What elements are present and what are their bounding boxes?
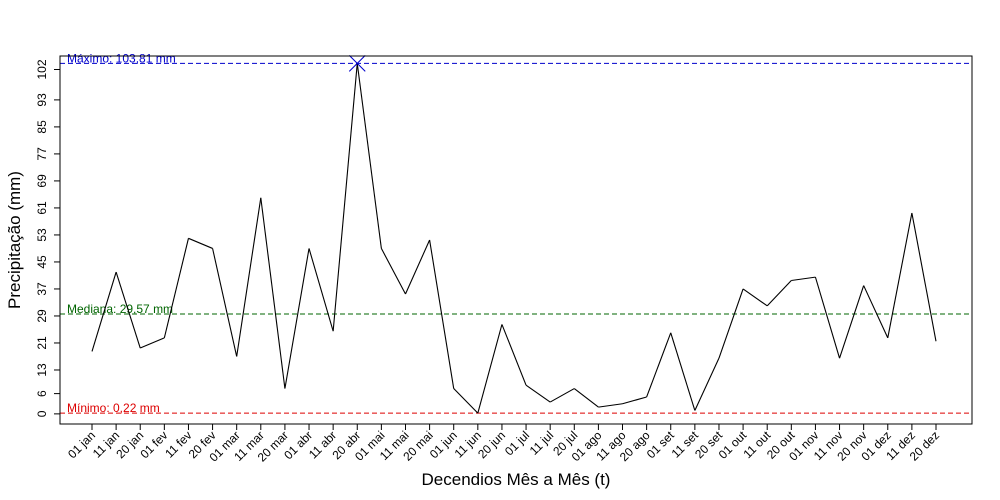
plot-area-frame [59,55,973,425]
series-segment-24 [646,332,672,398]
series-segment-32 [839,285,865,359]
max-point-marker [348,55,366,72]
y-tick-label: 77 [35,147,49,161]
series-segment-1 [91,271,117,352]
x-tick-label: 20 jun [475,428,508,461]
series-segment-2 [115,271,141,349]
y-tick-label: 6 [35,390,49,397]
series-segment-35 [911,212,937,342]
x-tick-label: 01 fev [137,428,170,461]
reference-label-max: Máximo: 103,81 mm [67,51,176,65]
x-tick-label: 01 jul [502,428,532,458]
series-segment-27 [718,288,744,359]
series-segment-15 [429,239,455,389]
series-segment-33 [863,285,889,339]
y-tick-label: 93 [35,93,49,107]
series-segment-6 [212,248,238,357]
series-segment-3 [140,337,165,349]
y-tick-label: 85 [35,120,49,134]
series-segment-34 [887,212,913,339]
series-segment-8 [260,197,286,389]
x-tick-label: 01 jun [427,428,460,461]
max-marker-layer [348,55,366,72]
series-segment-5 [188,237,213,249]
y-tick-label: 0 [35,410,49,417]
reference-label-median: Mediana: 29,57 mm [67,302,173,316]
series-segment-10 [308,248,334,332]
series-segment-25 [670,332,696,411]
y-tick-label: 102 [35,59,49,79]
y-tick-label: 61 [35,201,49,215]
y-axis-title: Precipitação (mm) [5,171,24,309]
y-axis: 0 6 13 21 29 37 45 53 61 69 77 85 93 102 [35,59,60,417]
x-tick-label: 01 set [644,428,677,461]
y-tick-label: 13 [35,363,49,377]
series-layer [91,63,937,414]
series-segment-26 [694,357,720,411]
y-tick-label: 45 [35,255,49,269]
series-segment-21 [573,388,599,408]
series-segment-29 [766,280,792,307]
series-segment-11 [332,63,358,332]
series-segment-13 [380,248,406,295]
series-segment-18 [501,324,527,386]
y-tick-label: 37 [35,282,49,296]
series-segment-22 [598,403,623,408]
reference-lines-layer: Máximo: 103,81 mm Mediana: 29,57 mm Mínimo… [60,51,972,415]
y-tick-label: 69 [35,174,49,188]
series-segment-17 [477,324,503,414]
series-segment-12 [356,63,382,249]
x-tick-label: 01 jan [65,428,98,461]
series-segment-7 [236,197,262,357]
series-segment-14 [404,239,431,295]
x-axis-title: Decendios Mês a Mês (t) [422,470,611,489]
series-segment-31 [814,276,841,359]
series-segment-28 [742,288,768,307]
series-segment-16 [453,388,479,414]
series-segment-30 [791,276,816,282]
series-segment-20 [549,388,575,403]
x-tick-label: 11 jul [527,428,557,458]
reference-label-min: Mínimo: 0,22 mm [67,401,160,415]
y-tick-label: 29 [35,309,49,323]
series-segment-4 [163,238,189,339]
y-tick-label: 21 [35,336,49,350]
series-segment-23 [622,396,647,405]
series-segment-9 [284,248,310,389]
series-segment-19 [525,384,551,403]
y-tick-label: 53 [35,228,49,242]
